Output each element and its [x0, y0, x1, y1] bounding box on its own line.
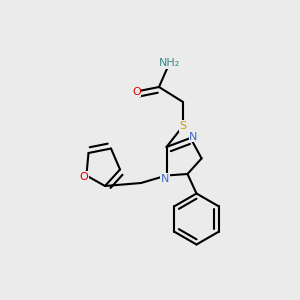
Text: O: O	[132, 86, 141, 97]
Text: N: N	[189, 131, 198, 142]
Text: N: N	[161, 173, 169, 184]
Text: O: O	[80, 172, 88, 182]
Text: S: S	[179, 121, 187, 131]
Text: NH₂: NH₂	[159, 58, 180, 68]
